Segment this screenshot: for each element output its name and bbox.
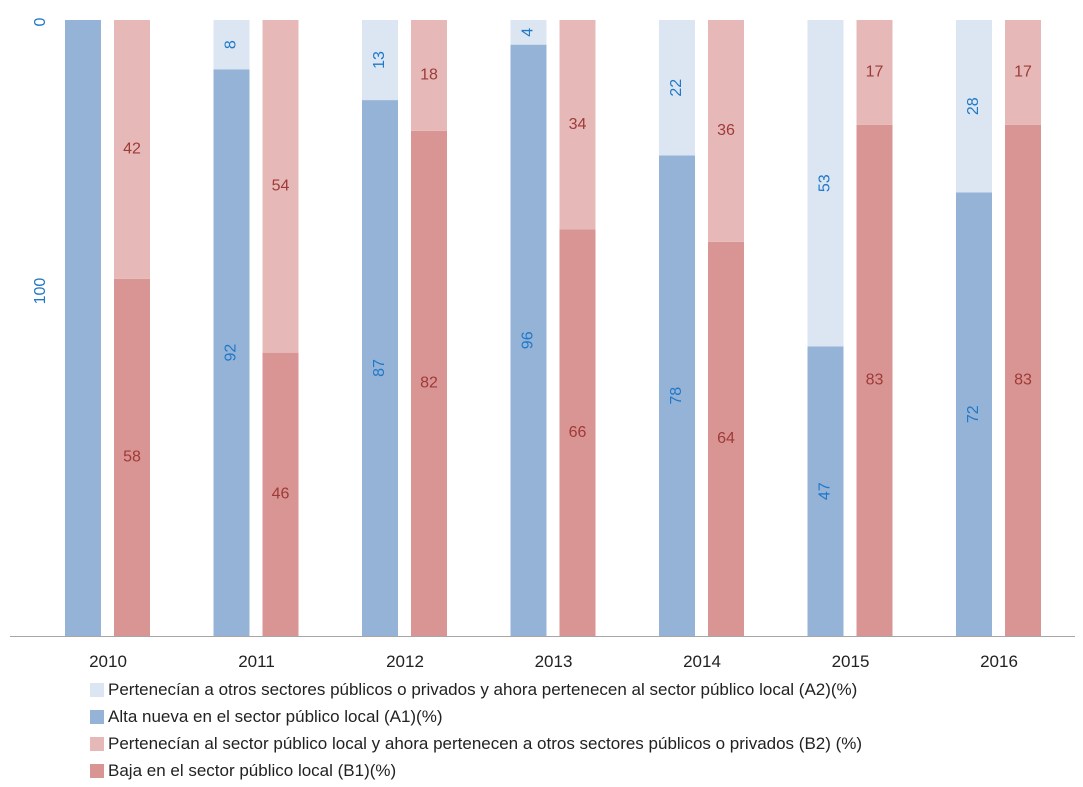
legend-item-a1: Alta nueva en el sector público local (A… bbox=[90, 703, 1080, 730]
bar-a-2014-alta-nueva-en-el-sector-p-blico-local-a1 bbox=[659, 155, 695, 636]
legend-swatch-a1 bbox=[90, 709, 104, 724]
x-tick-label-2012: 2012 bbox=[386, 652, 424, 670]
data-label-b-2015-baja-en-el-sector-p-blico-local-b1: 83 bbox=[866, 372, 884, 389]
bar-b-2016-pertenec-an-al-sector-p-blico-local-y-ah bbox=[1005, 20, 1041, 125]
data-label-a-2015-pertenec-an-a-otros-sectores-p-blicos-o-: 53 bbox=[817, 174, 834, 192]
data-label-b-2011-baja-en-el-sector-p-blico-local-b1: 46 bbox=[272, 486, 290, 503]
bar-b-2015-baja-en-el-sector-p-blico-local-b1 bbox=[856, 124, 893, 636]
legend-swatch-b1 bbox=[90, 763, 104, 778]
data-label-a-2013-alta-nueva-en-el-sector-p-blico-local-a1: 96 bbox=[520, 331, 537, 349]
bar-b-2015-pertenec-an-al-sector-p-blico-local-y-ah bbox=[856, 20, 893, 125]
y-axis-label-100: 100 bbox=[32, 278, 49, 305]
x-tick-label-2011: 2011 bbox=[238, 652, 275, 670]
bar-a-2010-alta-nueva-en-el-sector-p-blico-local-a1 bbox=[65, 20, 101, 636]
bar-a-2014-pertenec-an-a-otros-sectores-p-blicos-o- bbox=[659, 20, 695, 156]
bar-b-2013-pertenec-an-al-sector-p-blico-local-y-ah bbox=[559, 20, 596, 230]
legend-item-b1: Baja en el sector público local (B1)(%) bbox=[90, 757, 1080, 784]
legend-swatch-b2 bbox=[90, 736, 104, 751]
legend-label-b1: Baja en el sector público local (B1)(%) bbox=[108, 760, 397, 780]
legend-label-a2: Pertenecían a otros sectores públicos o … bbox=[108, 679, 858, 699]
bar-a-2011-pertenec-an-a-otros-sectores-p-blicos-o- bbox=[213, 20, 250, 70]
bar-b-2010-baja-en-el-sector-p-blico-local-b1 bbox=[114, 278, 150, 636]
bar-b-2016-baja-en-el-sector-p-blico-local-b1 bbox=[1005, 124, 1041, 636]
data-label-b-2014-baja-en-el-sector-p-blico-local-b1: 64 bbox=[717, 430, 735, 447]
bar-a-2012-alta-nueva-en-el-sector-p-blico-local-a1 bbox=[362, 100, 398, 636]
legend-item-a2: Pertenecían a otros sectores públicos o … bbox=[90, 676, 1080, 703]
bar-a-2016-pertenec-an-a-otros-sectores-p-blicos-o- bbox=[956, 20, 992, 193]
data-label-a-2014-pertenec-an-a-otros-sectores-p-blicos-o-: 22 bbox=[668, 79, 685, 97]
data-label-a-2013-pertenec-an-a-otros-sectores-p-blicos-o-: 4 bbox=[520, 28, 537, 37]
x-tick-label-2010: 2010 bbox=[89, 652, 127, 670]
data-label-a-2015-alta-nueva-en-el-sector-p-blico-local-a1: 47 bbox=[817, 482, 834, 500]
x-tick-label-2015: 2015 bbox=[832, 652, 870, 670]
bar-b-2011-pertenec-an-al-sector-p-blico-local-y-ah bbox=[262, 20, 299, 353]
data-label-a-2012-alta-nueva-en-el-sector-p-blico-local-a1: 87 bbox=[371, 359, 388, 377]
bar-a-2013-pertenec-an-a-otros-sectores-p-blicos-o- bbox=[510, 20, 547, 45]
bar-b-2012-pertenec-an-al-sector-p-blico-local-y-ah bbox=[411, 20, 447, 131]
data-label-a-2012-pertenec-an-a-otros-sectores-p-blicos-o-: 13 bbox=[371, 51, 388, 69]
legend-swatch-a2 bbox=[90, 682, 104, 697]
legend-item-b2: Pertenecían al sector público local y ah… bbox=[90, 730, 1080, 757]
data-label-a-2014-alta-nueva-en-el-sector-p-blico-local-a1: 78 bbox=[668, 387, 685, 405]
bar-a-2013-alta-nueva-en-el-sector-p-blico-local-a1 bbox=[510, 44, 547, 636]
bar-b-2013-baja-en-el-sector-p-blico-local-b1 bbox=[559, 229, 596, 636]
data-label-a-2016-pertenec-an-a-otros-sectores-p-blicos-o-: 28 bbox=[965, 97, 982, 115]
data-label-b-2013-baja-en-el-sector-p-blico-local-b1: 66 bbox=[569, 424, 587, 441]
bar-a-2016-alta-nueva-en-el-sector-p-blico-local-a1 bbox=[956, 192, 992, 637]
data-label-a-2016-alta-nueva-en-el-sector-p-blico-local-a1: 72 bbox=[965, 405, 982, 423]
data-label-a-2011-alta-nueva-en-el-sector-p-blico-local-a1: 92 bbox=[223, 344, 240, 362]
bar-a-2011-alta-nueva-en-el-sector-p-blico-local-a1 bbox=[213, 69, 250, 636]
legend-label-a1: Alta nueva en el sector público local (A… bbox=[108, 706, 443, 726]
bar-b-2012-baja-en-el-sector-p-blico-local-b1 bbox=[411, 130, 447, 636]
bar-a-2015-pertenec-an-a-otros-sectores-p-blicos-o- bbox=[807, 20, 844, 347]
data-label-b-2016-baja-en-el-sector-p-blico-local-b1: 83 bbox=[1014, 372, 1032, 389]
bar-a-2012-pertenec-an-a-otros-sectores-p-blicos-o- bbox=[362, 20, 398, 101]
data-label-b-2014-pertenec-an-al-sector-p-blico-local-y-ah: 36 bbox=[717, 122, 735, 139]
data-label-a-2011-pertenec-an-a-otros-sectores-p-blicos-o-: 8 bbox=[223, 40, 240, 49]
y-axis-label-0: 0 bbox=[32, 17, 49, 26]
data-label-b-2010-pertenec-an-al-sector-p-blico-local-y-ah: 42 bbox=[123, 141, 141, 158]
data-label-b-2015-pertenec-an-al-sector-p-blico-local-y-ah: 17 bbox=[866, 64, 884, 81]
bar-b-2014-baja-en-el-sector-p-blico-local-b1 bbox=[708, 241, 744, 636]
x-tick-label-2014: 2014 bbox=[683, 652, 721, 670]
legend-label-b2: Pertenecían al sector público local y ah… bbox=[108, 733, 863, 753]
chart-svg: 0 100 2010 58 42 2011 92 8 46 54 2012 87 13 82 18 2013 9… bbox=[10, 17, 1075, 670]
data-label-b-2012-baja-en-el-sector-p-blico-local-b1: 82 bbox=[420, 375, 438, 392]
data-label-b-2013-pertenec-an-al-sector-p-blico-local-y-ah: 34 bbox=[569, 116, 587, 133]
bar-b-2014-pertenec-an-al-sector-p-blico-local-y-ah bbox=[708, 20, 744, 242]
bar-b-2010-pertenec-an-al-sector-p-blico-local-y-ah bbox=[114, 20, 150, 279]
bar-b-2011-baja-en-el-sector-p-blico-local-b1 bbox=[262, 352, 299, 636]
x-tick-label-2013: 2013 bbox=[535, 652, 573, 670]
data-label-b-2010-baja-en-el-sector-p-blico-local-b1: 58 bbox=[123, 449, 141, 466]
chart-legend: Pertenecían a otros sectores públicos o … bbox=[90, 676, 1080, 784]
bar-a-2015-alta-nueva-en-el-sector-p-blico-local-a1 bbox=[807, 346, 844, 636]
x-tick-label-2016: 2016 bbox=[980, 652, 1018, 670]
data-label-b-2016-pertenec-an-al-sector-p-blico-local-y-ah: 17 bbox=[1014, 64, 1032, 81]
data-label-b-2012-pertenec-an-al-sector-p-blico-local-y-ah: 18 bbox=[420, 67, 438, 84]
data-label-b-2011-pertenec-an-al-sector-p-blico-local-y-ah: 54 bbox=[272, 178, 290, 195]
